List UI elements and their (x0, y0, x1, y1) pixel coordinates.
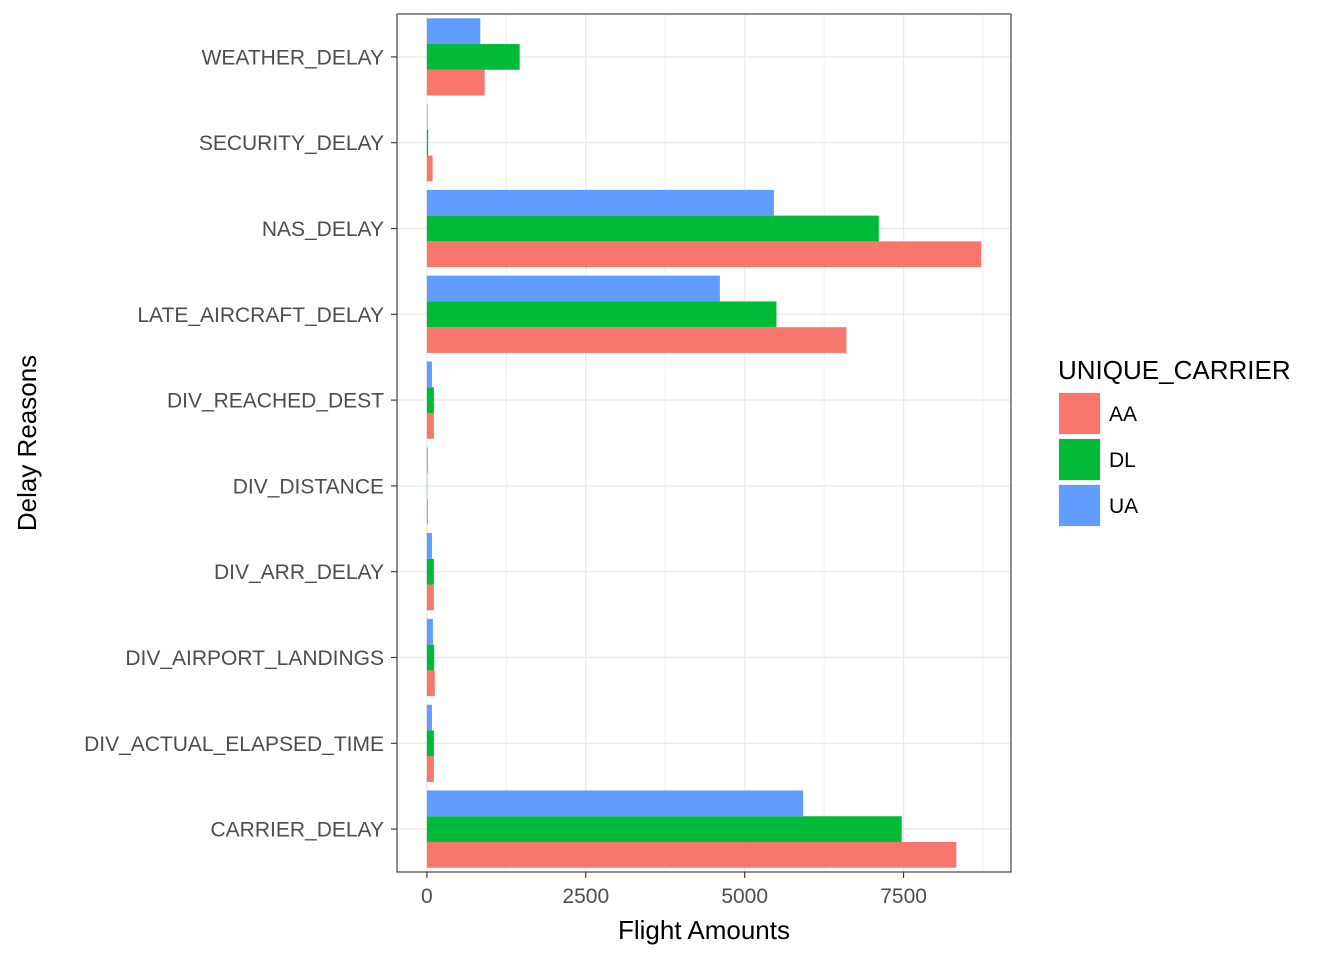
bar-aa-late-aircraft-delay (426, 327, 847, 353)
bar-dl-weather-delay (426, 44, 520, 70)
bar-ua-weather-delay (426, 18, 481, 45)
bar-aa-carrier-delay (426, 841, 957, 868)
y-tick-label: LATE_AIRCRAFT_DELAY (137, 304, 384, 327)
bar-dl-div-arr-delay (426, 558, 434, 585)
bar-aa-div-distance (426, 498, 428, 525)
x-tick-label: 7500 (880, 885, 927, 908)
bar-dl-nas-delay (426, 215, 879, 242)
bar-aa-security-delay (426, 155, 433, 182)
bars (426, 18, 982, 868)
bar-aa-div-airport-landings (426, 670, 435, 697)
bar-ua-late-aircraft-delay (426, 275, 720, 302)
bar-dl-div-airport-landings (426, 644, 435, 671)
y-tick-label: DIV_DISTANCE (233, 475, 384, 498)
bar-aa-weather-delay (426, 69, 485, 96)
minor-gridlines (505, 14, 984, 872)
bar-ua-div-arr-delay (426, 533, 432, 559)
bar-aa-div-actual-elapsed-time (426, 756, 434, 782)
legend-label-ua: UA (1109, 495, 1138, 518)
x-axis-title: Flight Amounts (618, 915, 790, 945)
y-tick-label: CARRIER_DELAY (211, 819, 385, 842)
bar-ua-div-actual-elapsed-time (426, 704, 432, 731)
y-tick-label: DIV_REACHED_DEST (167, 390, 384, 413)
legend: UNIQUE_CARRIER AA DL UA (1058, 355, 1291, 527)
y-tick-label: DIV_AIRPORT_LANDINGS (125, 647, 384, 670)
plot-background (397, 14, 1011, 872)
legend-items: AA DL UA (1058, 392, 1138, 527)
plot-panel-border (396, 13, 1012, 873)
x-axis: 0 2500 5000 7500 (421, 872, 927, 908)
y-tick-label: WEATHER_DELAY (202, 46, 384, 69)
bar-ua-div-distance (426, 447, 428, 474)
bar-dl-security-delay (426, 129, 429, 156)
x-tick-label: 2500 (562, 885, 609, 908)
y-tick-label: SECURITY_DELAY (199, 132, 384, 155)
bar-dl-div-reached-dest (426, 387, 434, 413)
bar-ua-div-reached-dest (426, 361, 432, 388)
bar-ua-nas-delay (426, 189, 774, 216)
bar-ua-security-delay (426, 104, 428, 130)
y-axis: CARRIER_DELAY DIV_ACTUAL_ELAPSED_TIME DIV_… (84, 46, 397, 842)
y-tick-label: DIV_ARR_DELAY (214, 561, 384, 584)
bar-aa-nas-delay (426, 241, 982, 268)
bar-dl-div-actual-elapsed-time (426, 730, 434, 757)
y-axis-title: Delay Reasons (12, 355, 42, 531)
y-tick-label: DIV_ACTUAL_ELAPSED_TIME (84, 733, 384, 756)
bar-ua-carrier-delay (426, 790, 804, 817)
legend-label-aa: AA (1109, 403, 1137, 426)
legend-swatch-ua (1059, 485, 1100, 526)
bar-aa-div-reached-dest (426, 412, 434, 439)
legend-label-dl: DL (1109, 449, 1136, 472)
legend-title: UNIQUE_CARRIER (1058, 355, 1291, 385)
bar-dl-carrier-delay (426, 816, 902, 842)
y-tick-label: NAS_DELAY (262, 218, 384, 241)
x-tick-label: 5000 (721, 885, 768, 908)
legend-swatch-dl (1059, 439, 1100, 480)
legend-swatch-aa (1059, 393, 1100, 434)
bar-ua-div-airport-landings (426, 618, 433, 645)
bar-aa-div-arr-delay (426, 584, 434, 611)
bar-dl-late-aircraft-delay (426, 301, 777, 328)
x-tick-label: 0 (421, 885, 433, 908)
